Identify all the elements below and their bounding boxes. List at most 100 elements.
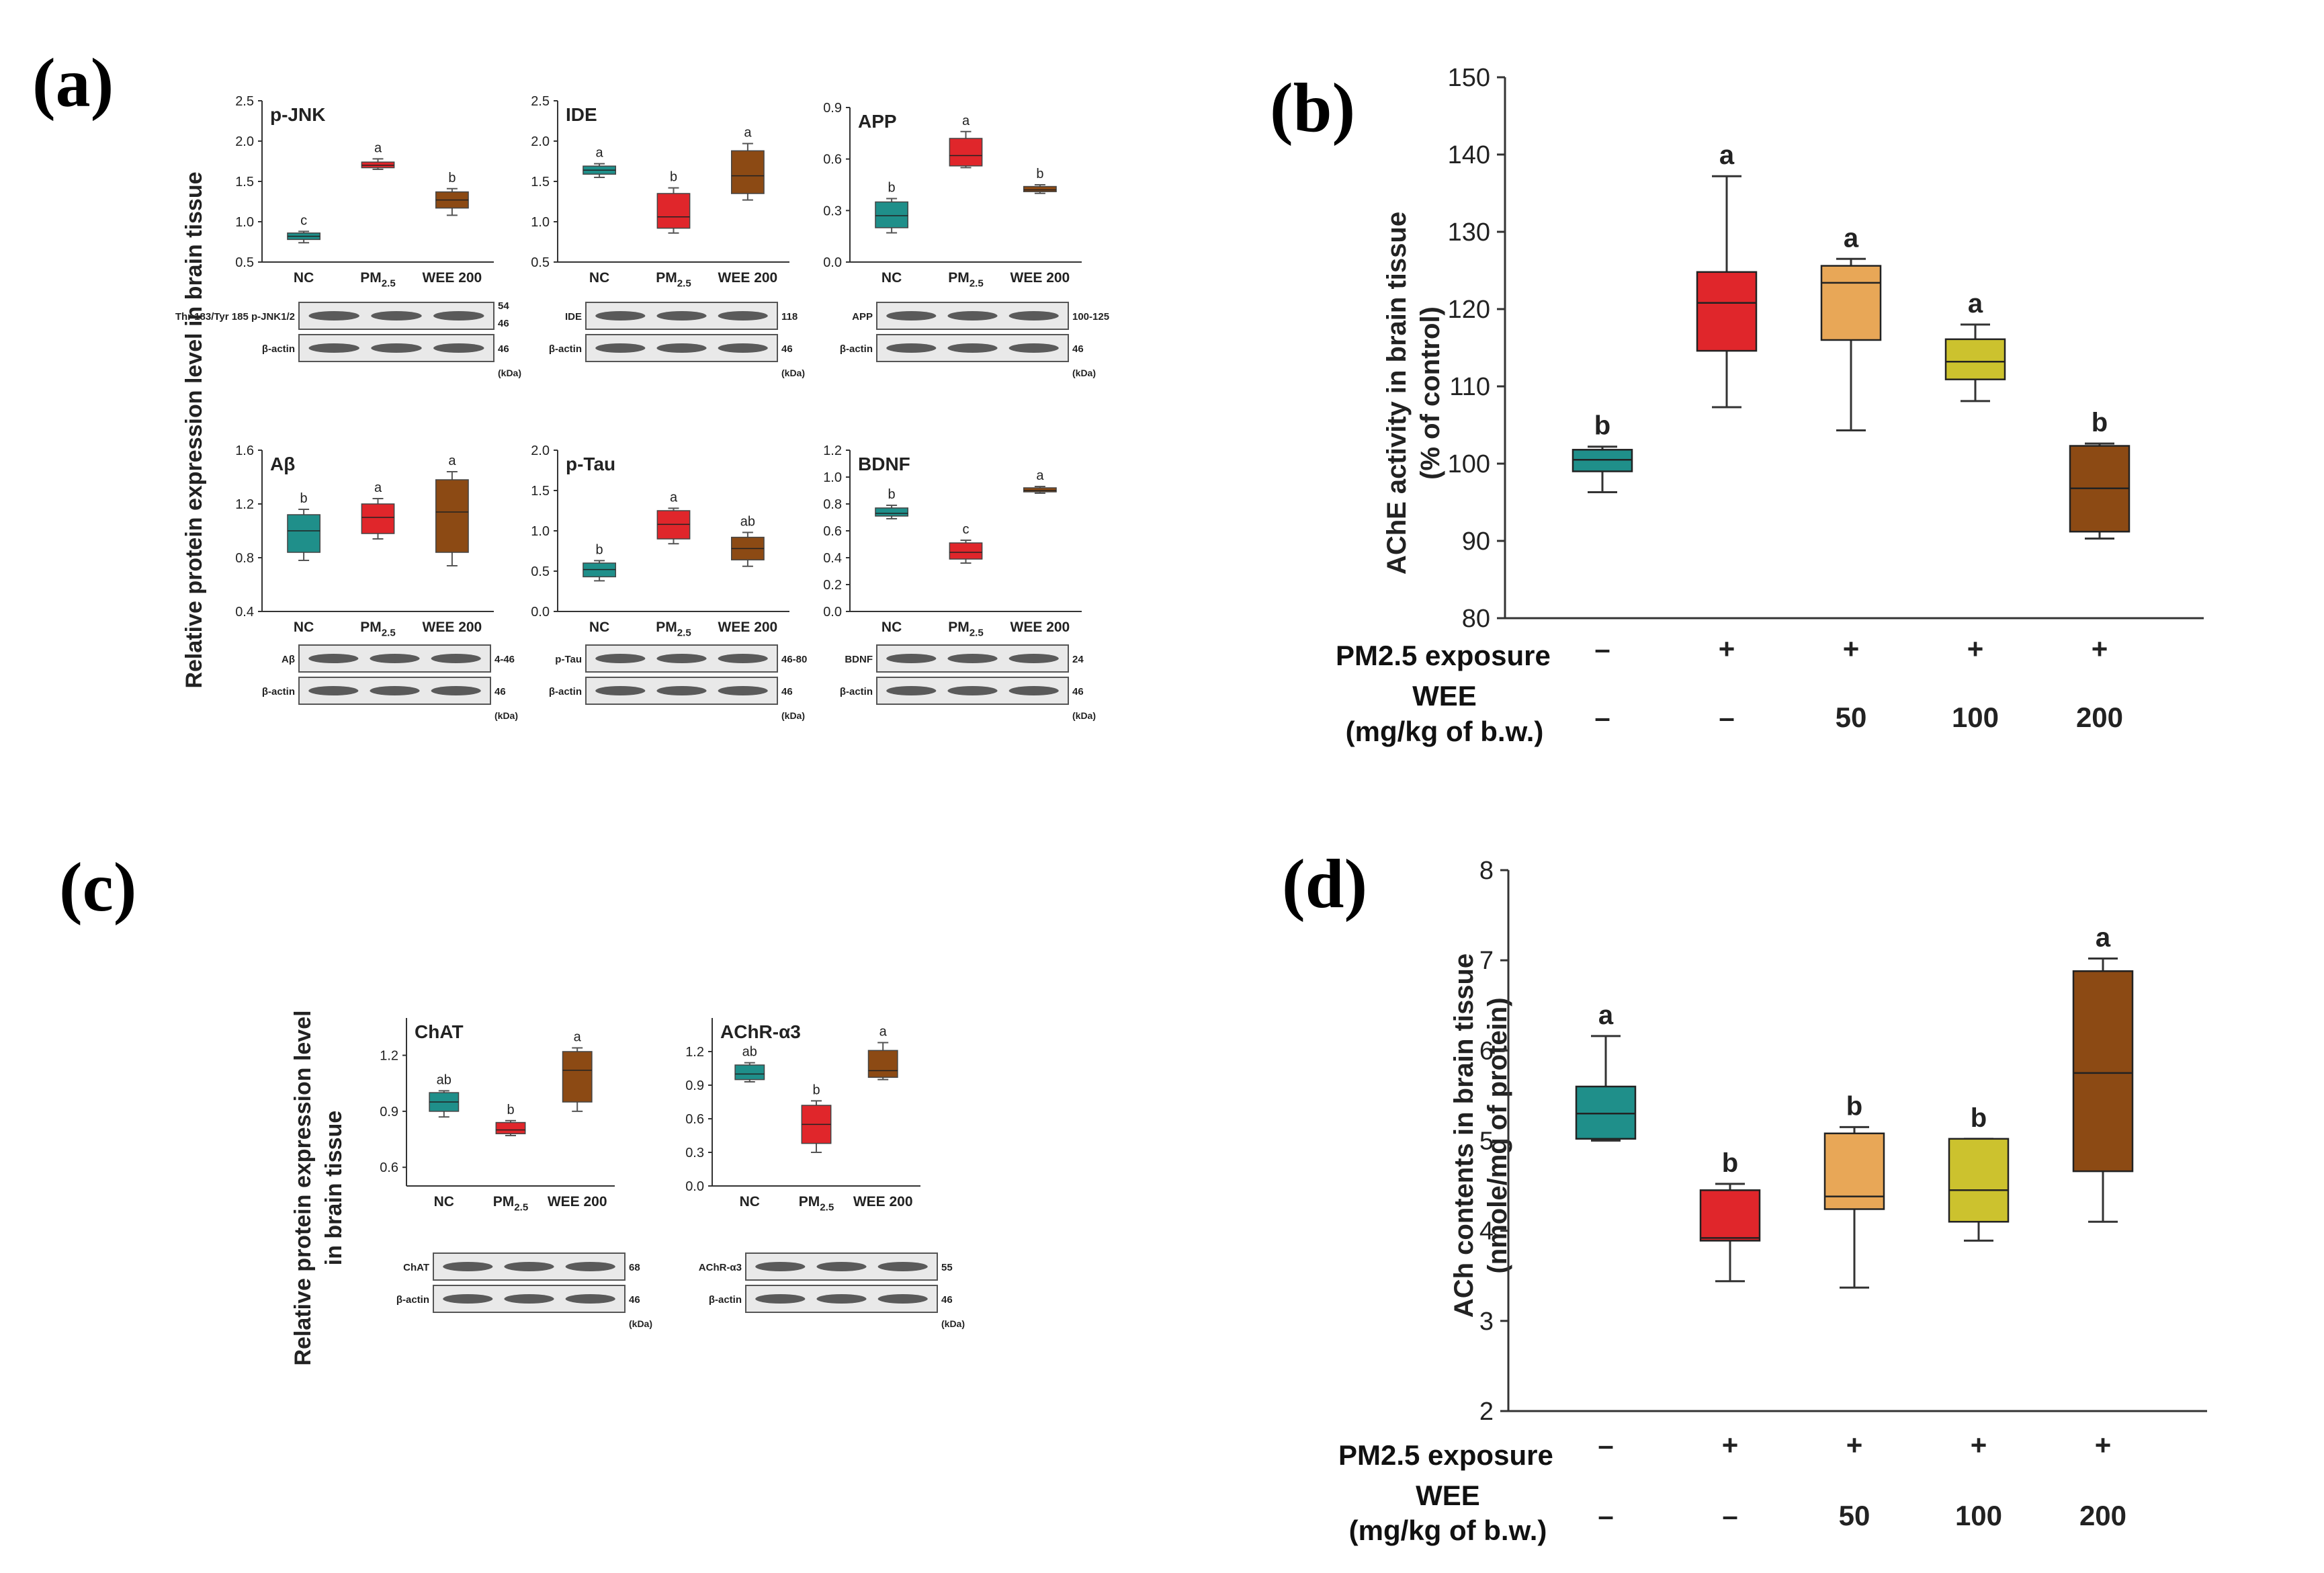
blot-band	[370, 686, 420, 695]
blot-band	[1008, 654, 1059, 663]
x-tick-label: NC	[589, 620, 609, 635]
y-tick-label: 0.2	[823, 578, 842, 593]
western-blot-6: ChAT β-actin 68 46 (kDa)	[396, 1252, 652, 1329]
blot-row-label: β-actin	[396, 1294, 429, 1306]
significance-label: a	[2096, 923, 2111, 952]
y-tick-label: 0.4	[823, 551, 842, 566]
significance-label: a	[670, 490, 678, 505]
y-tick-label: 2.5	[235, 94, 254, 109]
mini-chart-1: 0.5 1.0 1.5 2.0 2.5 IDE a NC b PM2.5 a WEE 200	[531, 94, 789, 289]
mini-chart-3: 0.4 0.8 1.2 1.6 Aβ b NC a PM2.5 a WEE 200	[235, 443, 494, 638]
mini-chart-7: 0.0 0.3 0.6 0.9 1.2 AChR-α3 ab NC b PM2.5 a WEE 200	[685, 1018, 920, 1213]
blot-band	[656, 654, 707, 663]
mini-chart-title: p-Tau	[566, 454, 615, 474]
blot-band	[595, 311, 646, 321]
y-tick-label: 1.5	[531, 175, 550, 189]
y-tick-label: 1.2	[380, 1049, 398, 1064]
row1-value: +	[1967, 633, 1984, 665]
blot-band	[1008, 343, 1059, 353]
y-tick-label: 2.5	[531, 94, 550, 109]
western-blot-3: Aβ β-actin 4-46 46 (kDa)	[262, 644, 518, 721]
y-tick-label: 0.9	[380, 1105, 398, 1119]
box	[875, 201, 908, 228]
blot-unit: (kDa)	[781, 368, 805, 378]
mini-chart-title: p-JNK	[270, 104, 325, 125]
box	[1699, 1189, 1761, 1242]
blot-row-label: β-actin	[709, 1294, 742, 1306]
blot-row-label: AChR-α3	[699, 1262, 742, 1273]
panel-d-ylabel-1: ACh contents in brain tissue	[1449, 953, 1479, 1318]
panel-b-row2-label-2: (mg/kg of b.w.)	[1346, 716, 1544, 747]
box	[1948, 1138, 2010, 1223]
row2-value: –	[1594, 702, 1610, 733]
row1-value: –	[1594, 633, 1610, 665]
mini-chart-title: IDE	[566, 104, 597, 125]
mini-chart-2: 0.0 0.3 0.6 0.9 APP b NC a PM2.5 b WEE 200	[823, 101, 1082, 289]
charts-layer: 0.5 1.0 1.5 2.0 2.5 p-JNK c NC a PM2.5 b WEE 200 Thr…	[175, 64, 2207, 1531]
x-tick-label: WEE 200	[853, 1194, 913, 1209]
large-chart-9: 2 3 4 5 6 7 8 a – – b + – b +50 b +100 a +200	[1479, 857, 2207, 1531]
significance-label: ab	[437, 1072, 451, 1087]
significance-label: c	[300, 213, 307, 228]
row2-value: 200	[2079, 1500, 2126, 1531]
blot-band	[1008, 686, 1059, 695]
blot-band	[595, 654, 646, 663]
y-tick-label: 1.2	[235, 497, 254, 512]
x-tick-label: PM2.5	[493, 1194, 529, 1213]
x-tick-label: WEE 200	[718, 270, 778, 286]
significance-label: a	[744, 126, 752, 140]
box	[1823, 1132, 1885, 1210]
box	[495, 1121, 526, 1134]
box	[656, 193, 691, 229]
y-tick-label: 2.0	[235, 134, 254, 149]
blot-kda: 68	[629, 1262, 640, 1273]
row1-value: +	[1971, 1429, 1987, 1461]
box	[949, 542, 983, 560]
blot-unit: (kDa)	[941, 1318, 965, 1329]
panel-c-ylabel-2: in brain tissue	[321, 1111, 347, 1266]
x-tick-label: PM2.5	[656, 270, 691, 289]
box	[1820, 265, 1882, 341]
significance-label: b	[670, 170, 677, 185]
panel-label-c: (c)	[59, 849, 136, 926]
y-tick-label: 0.3	[685, 1146, 704, 1160]
blot-band	[947, 311, 998, 321]
y-tick-label: 1.5	[531, 484, 550, 499]
blot-kda: 46	[629, 1294, 640, 1306]
mini-chart-5: 0.0 0.2 0.4 0.6 0.8 1.0 1.2 BDNF b NC c PM2.5 a WEE 2…	[823, 443, 1082, 638]
blot-band	[443, 1262, 493, 1271]
significance-label: b	[1971, 1103, 1987, 1133]
blot-band	[595, 686, 646, 695]
y-tick-label: 6	[1479, 1037, 1494, 1065]
mini-chart-6: 0.6 0.9 1.2 ChAT ab NC b PM2.5 a WEE 200	[380, 1018, 615, 1213]
significance-label: a	[1598, 1001, 1614, 1030]
blot-band	[718, 343, 768, 353]
blot-band	[656, 311, 707, 321]
blot-band	[947, 686, 998, 695]
x-tick-label: WEE 200	[423, 620, 482, 635]
x-tick-label: PM2.5	[360, 270, 396, 289]
blot-band	[565, 1262, 615, 1271]
box	[1023, 185, 1057, 192]
western-blot-7: AChR-α3 β-actin 55 46 (kDa)	[699, 1252, 965, 1329]
row2-value: –	[1598, 1500, 1613, 1531]
blot-band	[370, 654, 420, 663]
y-tick-label: 130	[1448, 218, 1490, 247]
blot-band	[718, 654, 768, 663]
x-tick-label: PM2.5	[656, 620, 691, 638]
mini-chart-0: 0.5 1.0 1.5 2.0 2.5 p-JNK c NC a PM2.5 b WEE 200	[235, 94, 494, 289]
blot-unit: (kDa)	[781, 710, 805, 721]
blot-band	[755, 1294, 806, 1304]
y-tick-label: 1.2	[823, 443, 842, 458]
blot-band	[947, 343, 998, 353]
significance-label: a	[574, 1029, 582, 1044]
blot-band	[718, 311, 768, 321]
panel-b-ylabel-1: AChE activity in brain tissue	[1382, 212, 1412, 575]
x-tick-label: WEE 200	[718, 620, 778, 635]
row2-value: 200	[2076, 702, 2123, 733]
blot-band	[886, 311, 937, 321]
significance-label: a	[962, 114, 970, 128]
box	[562, 1051, 593, 1103]
panel-d-row1-label: PM2.5 exposure	[1338, 1439, 1553, 1471]
box	[1944, 338, 2006, 380]
